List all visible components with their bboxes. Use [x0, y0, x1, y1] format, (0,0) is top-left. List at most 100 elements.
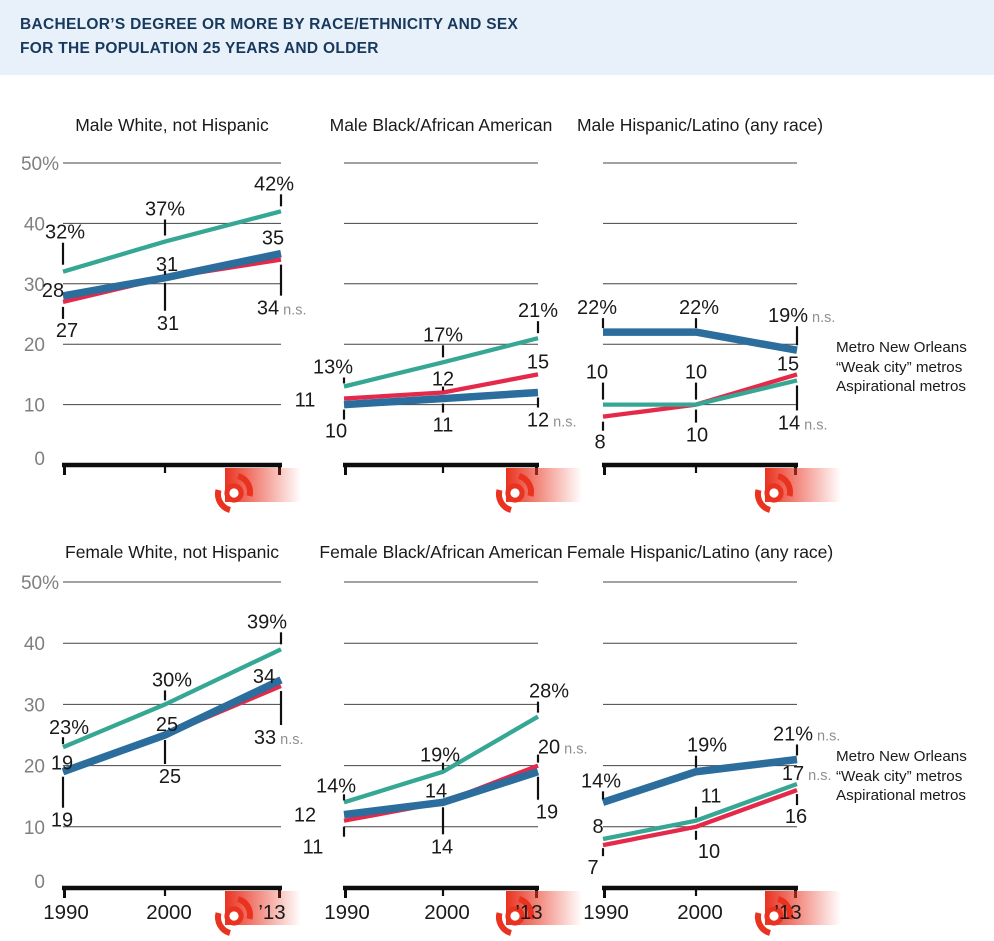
data-label: 19 — [536, 802, 558, 824]
line-weakcity — [343, 372, 539, 401]
data-label: 22% — [577, 297, 617, 319]
panel-male-hispanic-latino: Male Hispanic/Latino (any race) 22% 22% 19%… — [577, 115, 841, 513]
data-label: 10 — [685, 362, 707, 384]
panel-title: Male White, not Hispanic — [75, 115, 269, 135]
data-label: 12 — [432, 369, 454, 391]
data-label: 22% — [679, 297, 719, 319]
legend-item-metro-new-orleans: Metro New Orleans — [836, 748, 967, 765]
panel-female-white-not-hispanic: Female White, not Hispanic 50% 40 30 20 10 0 19… — [21, 542, 304, 936]
y-tick-label: 10 — [24, 396, 45, 417]
data-label: 14 — [431, 836, 453, 858]
data-label: 16 — [785, 806, 807, 828]
legend-item-weak-city-metros: “Weak city” metros — [836, 358, 963, 376]
x-tick-label: 2000 — [677, 901, 723, 924]
data-label: 11 — [303, 837, 324, 859]
panel-male-white-not-hispanic: Male White, not Hispanic 50% 40 30 20 10 0 28 31… — [21, 115, 307, 513]
y-tick-label: 40 — [24, 634, 45, 655]
line-weakcity — [602, 788, 798, 848]
data-label: 27 — [56, 320, 78, 342]
x-tick-label: ’13 — [258, 901, 285, 924]
legend-item-metro-new-orleans: Metro New Orleans — [836, 339, 967, 356]
panel-title: Female Black/African American — [319, 542, 562, 562]
data-label: 19 — [51, 753, 73, 775]
chart-header: BACHELOR’S DEGREE OR MORE BY RACE/ETHNIC… — [0, 0, 994, 75]
line-aspirational — [602, 781, 798, 842]
not-significant-label: n.s. — [817, 728, 840, 744]
data-label: 25 — [159, 766, 181, 788]
legend-item-aspirational-metros: Aspirational metros — [836, 378, 966, 395]
data-label: 19% — [420, 745, 460, 767]
y-tick-label: 0 — [34, 449, 45, 470]
panel-title: Male Hispanic/Latino (any race) — [577, 115, 823, 135]
y-tick-label: 10 — [24, 818, 45, 839]
not-significant-label: n.s. — [812, 310, 835, 326]
legend-item-aspirational-metros: Aspirational metros — [836, 787, 966, 804]
line-aspirational — [62, 647, 282, 750]
line-neworleans — [601, 755, 798, 806]
data-label: 23% — [49, 717, 89, 739]
data-label: 37% — [145, 199, 185, 221]
data-label: 8 — [592, 816, 603, 838]
not-significant-label: n.s. — [283, 303, 306, 319]
data-label: 12 — [294, 805, 316, 827]
line-aspirational — [343, 714, 540, 805]
data-label: 21% — [773, 723, 813, 745]
hurricane-icon — [755, 473, 793, 513]
data-label: 30% — [152, 669, 192, 691]
panel-female-black-african-american: Female Black/African American 1990 2000 ’13… — [294, 542, 588, 936]
data-label: 10 — [586, 362, 608, 384]
x-tick-label: 2000 — [146, 901, 192, 924]
x-tick-label: 1990 — [43, 901, 89, 924]
line-neworleans — [603, 328, 798, 354]
data-label: 17 — [782, 763, 804, 785]
data-label: 20 — [538, 737, 560, 759]
y-tick-label: 30 — [24, 275, 45, 296]
x-tick-label: 1990 — [583, 901, 629, 924]
data-label: 10 — [325, 421, 347, 443]
data-label: 11 — [433, 415, 454, 437]
data-label: 17% — [423, 324, 463, 346]
panel-title: Female Hispanic/Latino (any race) — [567, 542, 834, 562]
data-label: 12 — [527, 410, 549, 432]
data-label: 11 — [295, 390, 316, 412]
data-label: 34 — [253, 666, 275, 688]
data-label: 15 — [777, 353, 799, 375]
panel-female-hispanic-latino: Female Hispanic/Latino (any race) 1990 200… — [567, 542, 841, 936]
data-label: 31 — [156, 254, 178, 276]
data-label: 10 — [686, 425, 708, 447]
hurricane-icon — [215, 896, 253, 936]
line-aspirational — [343, 336, 539, 389]
data-label: 15 — [527, 351, 549, 373]
not-significant-label: n.s. — [564, 742, 587, 758]
not-significant-label: n.s. — [280, 732, 303, 748]
line-neworleans — [61, 676, 283, 776]
data-label: 31 — [157, 313, 179, 335]
data-label: 33 — [254, 727, 276, 749]
hurricane-icon — [496, 473, 534, 513]
data-label: 10 — [698, 841, 720, 863]
data-label: 39% — [247, 611, 287, 633]
legend-row2: Metro New Orleans “Weak city” metros Asp… — [836, 747, 994, 806]
line-neworleans — [343, 388, 539, 409]
data-label: 25 — [156, 714, 178, 736]
data-label: 42% — [254, 173, 294, 195]
not-significant-label: n.s. — [804, 417, 827, 433]
data-label: 13% — [313, 356, 353, 378]
data-label: 14 — [425, 780, 447, 802]
data-label: 19% — [687, 735, 727, 757]
data-label: 19% — [768, 305, 808, 327]
y-tick-label: 40 — [24, 214, 45, 235]
y-tick-label: 30 — [24, 695, 45, 716]
panel-title: Female White, not Hispanic — [65, 542, 279, 562]
not-significant-label: n.s. — [553, 415, 576, 431]
line-aspirational — [62, 209, 282, 274]
data-label: 35 — [262, 228, 284, 250]
y-tick-label: 50% — [21, 154, 59, 175]
hurricane-icon — [755, 896, 793, 936]
hurricane-icon — [496, 896, 534, 936]
legend-row1: Metro New Orleans “Weak city” metros Asp… — [836, 338, 994, 397]
data-label: 21% — [518, 300, 558, 322]
